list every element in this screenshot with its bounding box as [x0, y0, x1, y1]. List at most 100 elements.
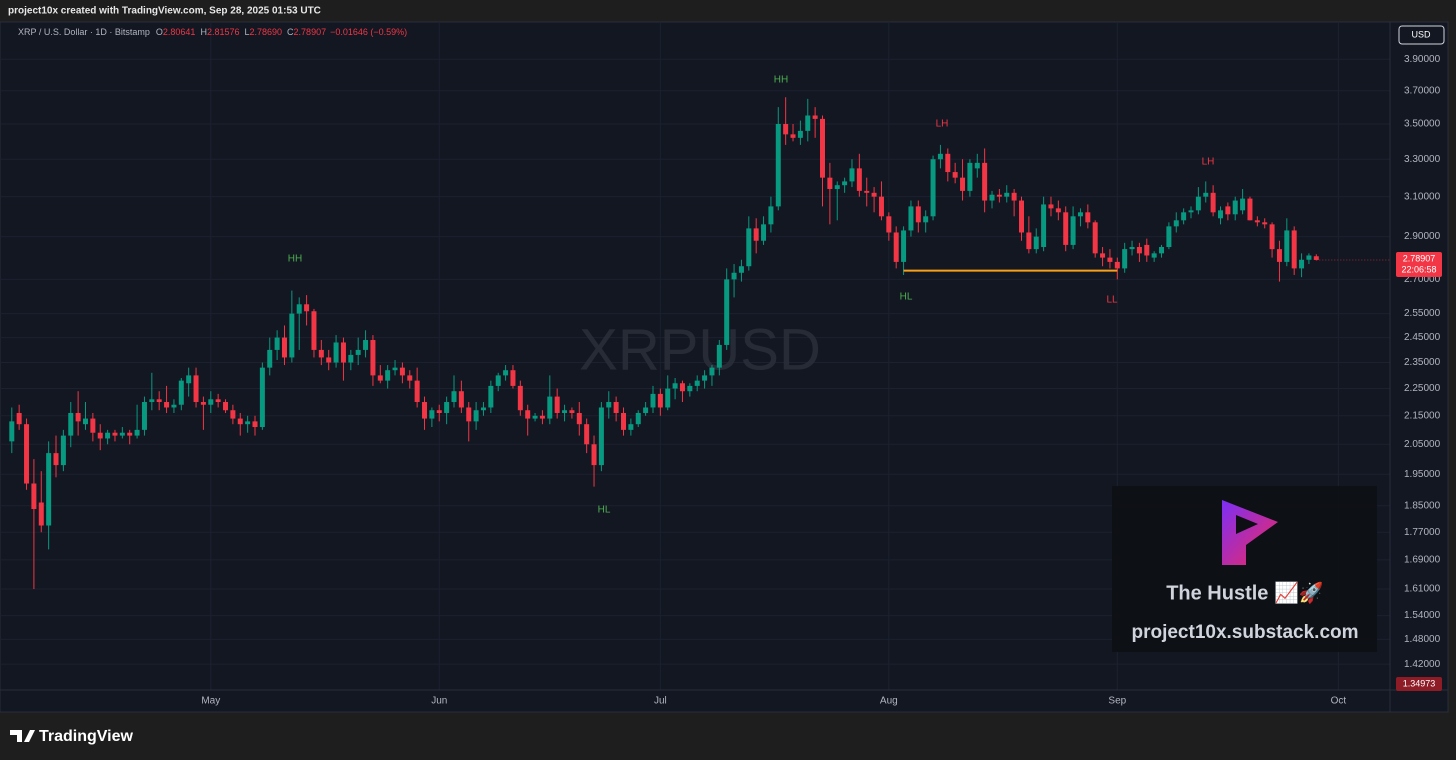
candle-body: [687, 385, 693, 392]
candle-body: [245, 421, 251, 425]
y-tick-label: 3.70000: [1404, 85, 1441, 96]
candle-body: [230, 410, 236, 419]
candle-body: [399, 367, 405, 376]
candle-body: [31, 483, 37, 510]
candle-body: [127, 432, 133, 436]
candle-body: [340, 342, 346, 363]
candle-body: [1313, 256, 1319, 260]
y-tick-label: 1.42000: [1404, 659, 1441, 670]
candle-body: [842, 181, 848, 186]
candle-body: [466, 407, 472, 422]
candle-body: [1284, 230, 1290, 262]
candle-body: [480, 407, 486, 411]
candle-body: [621, 412, 627, 430]
candle-body: [171, 404, 177, 408]
candle-body: [311, 311, 317, 350]
candle-body: [952, 172, 958, 178]
ohlc-legend: XRP / U.S. Dollar · 1D · Bitstamp O2.8064…: [18, 27, 407, 37]
candle-body: [1240, 198, 1246, 211]
y-tick-label: 3.50000: [1404, 119, 1441, 130]
candle-body: [724, 279, 730, 345]
candle-body: [886, 216, 892, 233]
candle-body: [996, 194, 1002, 197]
candle-body: [761, 224, 767, 241]
candle-body: [1033, 236, 1039, 250]
candle-body: [429, 410, 435, 419]
candle-body: [75, 412, 81, 422]
candle-body: [9, 421, 15, 442]
y-tick-label: 2.55000: [1404, 308, 1441, 319]
candle-body: [1018, 200, 1024, 233]
currency-label: USD: [1411, 29, 1431, 39]
candle-body: [628, 424, 634, 430]
candle-body: [893, 232, 899, 262]
candle-body: [1217, 210, 1223, 219]
brand-url: project10x.substack.com: [1131, 622, 1358, 643]
candle-body: [635, 412, 641, 425]
candle-body: [1092, 222, 1098, 254]
candle-body: [105, 432, 111, 439]
candle-body: [584, 424, 590, 445]
pivot-label: HH: [288, 254, 302, 265]
candle-body: [16, 412, 22, 425]
candle-body: [134, 429, 140, 436]
y-tick-label: 2.15000: [1404, 410, 1441, 421]
candle-body: [458, 391, 464, 408]
candle-body: [1195, 196, 1201, 211]
candle-body: [827, 177, 833, 189]
candle-body: [864, 190, 870, 193]
x-tick-label: Jun: [431, 696, 447, 707]
candle-body: [591, 444, 597, 466]
ohlc-label: O: [156, 27, 163, 37]
pivot-label: LL: [1106, 295, 1118, 306]
candle-body: [1129, 247, 1135, 250]
candle-body: [1291, 230, 1297, 269]
candle-body: [97, 432, 103, 439]
candle-body: [856, 168, 862, 191]
candle-body: [1004, 192, 1010, 197]
candle-body: [974, 162, 980, 169]
y-tick-label: 3.30000: [1404, 154, 1441, 165]
y-tick-label: 1.95000: [1404, 469, 1441, 480]
candle-body: [937, 153, 943, 160]
candle-body: [672, 383, 678, 389]
x-tick-label: May: [201, 696, 220, 707]
candle-body: [119, 432, 125, 436]
candle-body: [385, 370, 391, 381]
low-marker-tag: [1396, 677, 1442, 691]
candle-body: [333, 342, 339, 363]
candle-body: [46, 453, 52, 526]
candle-body: [156, 399, 162, 403]
candle-body: [1181, 212, 1187, 221]
candle-body: [1100, 253, 1106, 258]
candle-body: [775, 123, 781, 207]
candle-body: [495, 375, 501, 386]
candle-body: [38, 502, 44, 526]
candle-body: [1299, 259, 1305, 269]
candle-body: [1254, 220, 1260, 223]
candle-body: [613, 402, 619, 413]
candle-body: [738, 266, 744, 273]
candle-body: [834, 185, 840, 189]
candle-body: [960, 177, 966, 191]
candle-body: [547, 396, 553, 419]
candle-body: [665, 388, 671, 408]
candle-body: [90, 418, 96, 433]
candle-body: [274, 337, 280, 350]
candle-body: [318, 349, 324, 358]
candle-body: [281, 337, 287, 358]
candle-body: [1114, 261, 1120, 269]
candle-body: [1151, 253, 1157, 258]
currency-button[interactable]: [1398, 25, 1445, 45]
pivot-label: LH: [1202, 157, 1215, 168]
candle-body: [377, 375, 383, 381]
candle-body: [252, 421, 258, 428]
candle-body: [200, 402, 206, 405]
y-tick-label: 1.48000: [1404, 634, 1441, 645]
candle-body: [208, 399, 214, 405]
x-tick-label: Aug: [880, 696, 898, 707]
candle-body: [1063, 212, 1069, 245]
candle-body: [1269, 224, 1275, 250]
candle-body: [1188, 210, 1194, 213]
